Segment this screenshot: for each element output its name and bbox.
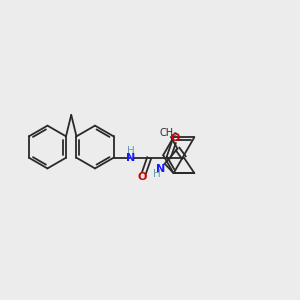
Text: N: N [156, 164, 165, 174]
Text: CH₃: CH₃ [160, 128, 178, 138]
Text: H: H [127, 146, 134, 156]
Text: O: O [138, 172, 147, 182]
Text: N: N [126, 153, 135, 163]
Text: H: H [153, 169, 161, 179]
Text: O: O [171, 134, 180, 143]
